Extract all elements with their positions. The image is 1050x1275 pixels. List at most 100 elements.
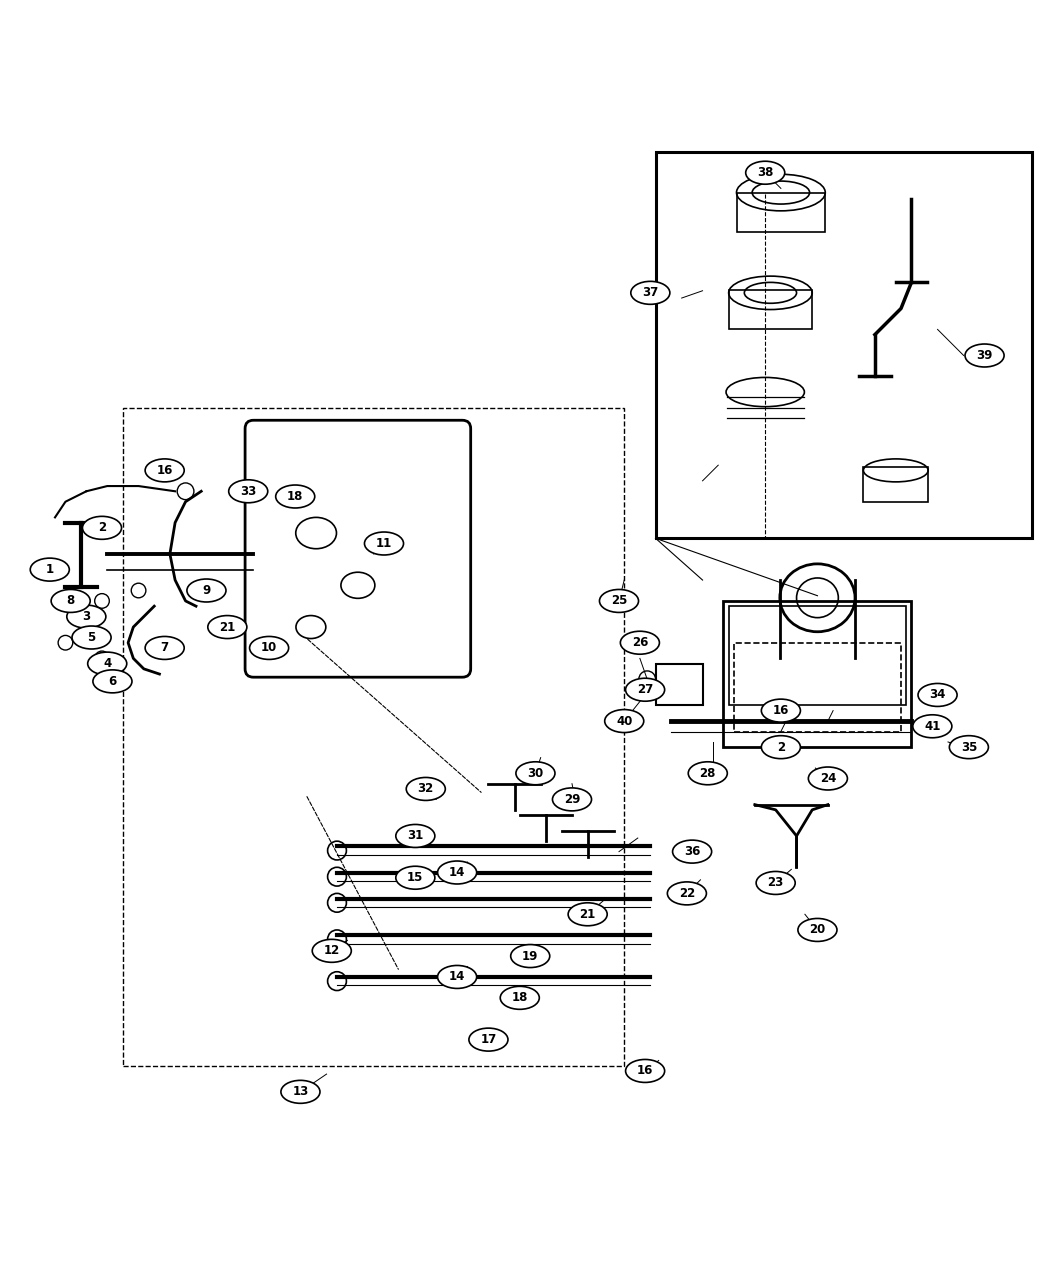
Text: 26: 26	[632, 636, 648, 649]
Text: 16: 16	[156, 464, 173, 477]
Ellipse shape	[746, 161, 784, 184]
Ellipse shape	[688, 761, 728, 785]
Text: 22: 22	[678, 887, 695, 900]
Ellipse shape	[438, 965, 477, 988]
Text: 1: 1	[46, 564, 54, 576]
Text: 7: 7	[161, 641, 169, 654]
Text: 14: 14	[449, 866, 465, 878]
Text: 13: 13	[292, 1085, 309, 1098]
Text: 14: 14	[449, 970, 465, 983]
Text: 32: 32	[418, 783, 434, 796]
Ellipse shape	[673, 840, 712, 863]
Ellipse shape	[145, 636, 184, 659]
Text: 38: 38	[757, 166, 774, 180]
Ellipse shape	[761, 699, 800, 722]
Text: 6: 6	[108, 674, 117, 688]
Bar	[729, 289, 813, 329]
Ellipse shape	[631, 282, 670, 305]
Ellipse shape	[406, 778, 445, 801]
Text: 16: 16	[637, 1065, 653, 1077]
Bar	[737, 193, 824, 232]
Ellipse shape	[364, 532, 403, 555]
Ellipse shape	[761, 736, 800, 759]
Text: 28: 28	[699, 766, 716, 780]
Text: 16: 16	[773, 704, 790, 717]
Ellipse shape	[621, 631, 659, 654]
Text: 24: 24	[820, 771, 836, 785]
Text: 10: 10	[261, 641, 277, 654]
Ellipse shape	[808, 768, 847, 790]
Ellipse shape	[250, 636, 289, 659]
Bar	[655, 663, 702, 705]
Ellipse shape	[626, 1060, 665, 1082]
Ellipse shape	[500, 987, 540, 1010]
Bar	[734, 643, 901, 732]
Text: 11: 11	[376, 537, 392, 550]
Ellipse shape	[276, 484, 315, 507]
Ellipse shape	[88, 652, 127, 674]
Text: 8: 8	[66, 594, 75, 607]
Text: 3: 3	[82, 611, 90, 623]
Bar	[729, 606, 906, 705]
Text: 2: 2	[98, 521, 106, 534]
Ellipse shape	[72, 626, 111, 649]
Ellipse shape	[51, 589, 90, 612]
Text: 21: 21	[219, 621, 235, 634]
Text: 5: 5	[87, 631, 96, 644]
Bar	[655, 152, 1031, 538]
Ellipse shape	[92, 669, 132, 692]
Ellipse shape	[67, 606, 106, 629]
Text: 37: 37	[643, 287, 658, 300]
Text: 21: 21	[580, 908, 595, 921]
Ellipse shape	[229, 479, 268, 502]
Text: 9: 9	[203, 584, 211, 597]
Bar	[723, 601, 911, 747]
Ellipse shape	[949, 736, 988, 759]
Text: 17: 17	[480, 1033, 497, 1045]
Text: 23: 23	[768, 876, 783, 890]
Text: 18: 18	[511, 992, 528, 1005]
Text: 39: 39	[976, 349, 992, 362]
Ellipse shape	[965, 344, 1004, 367]
Ellipse shape	[438, 861, 477, 884]
Text: 30: 30	[527, 766, 544, 780]
Bar	[863, 467, 928, 502]
Text: 15: 15	[407, 871, 423, 885]
Text: 25: 25	[611, 594, 627, 607]
Ellipse shape	[668, 882, 707, 905]
Text: 18: 18	[287, 490, 303, 504]
Ellipse shape	[918, 683, 958, 706]
Ellipse shape	[568, 903, 607, 926]
Ellipse shape	[516, 761, 555, 785]
Ellipse shape	[798, 918, 837, 941]
Ellipse shape	[83, 516, 122, 539]
Text: 35: 35	[961, 741, 978, 754]
Text: 4: 4	[103, 657, 111, 671]
Ellipse shape	[281, 1080, 320, 1103]
Text: 29: 29	[564, 793, 581, 806]
Ellipse shape	[510, 945, 550, 968]
Text: 41: 41	[924, 720, 941, 733]
Ellipse shape	[187, 579, 226, 602]
Text: 12: 12	[323, 945, 340, 958]
Text: 36: 36	[684, 845, 700, 858]
Text: 2: 2	[777, 741, 785, 754]
Ellipse shape	[626, 678, 665, 701]
Ellipse shape	[30, 558, 69, 581]
Ellipse shape	[756, 871, 795, 895]
Ellipse shape	[469, 1028, 508, 1051]
Ellipse shape	[396, 825, 435, 848]
Ellipse shape	[912, 715, 952, 738]
Ellipse shape	[145, 459, 184, 482]
Text: 40: 40	[616, 714, 632, 728]
Ellipse shape	[605, 710, 644, 733]
Text: 34: 34	[929, 688, 946, 701]
Bar	[123, 408, 624, 1066]
Text: 31: 31	[407, 830, 423, 843]
Text: 33: 33	[240, 484, 256, 497]
Ellipse shape	[312, 940, 352, 963]
Text: 27: 27	[637, 683, 653, 696]
Text: 20: 20	[810, 923, 825, 936]
Text: 19: 19	[522, 950, 539, 963]
Ellipse shape	[552, 788, 591, 811]
